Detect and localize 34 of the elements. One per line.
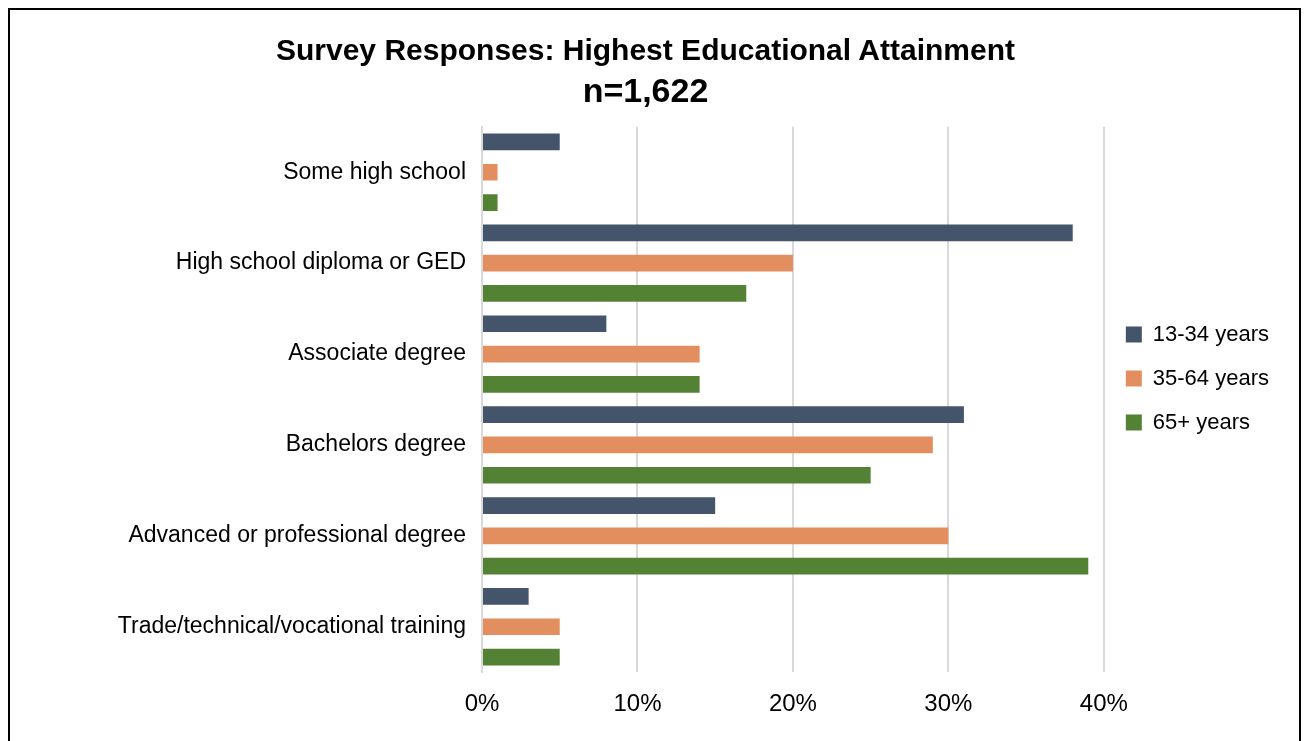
bar [483, 527, 949, 545]
bar [483, 254, 793, 272]
bar [483, 497, 716, 514]
bar [483, 406, 964, 423]
bar [483, 436, 933, 454]
x-tick-label: 20% [768, 689, 817, 717]
chart-subtitle: n=1,622 [582, 70, 709, 109]
chart-title: Survey Responses: Highest Educational Attainment [275, 33, 1016, 67]
bar [483, 588, 529, 605]
y-tick-label: High school diploma or GED [175, 248, 466, 275]
bar [483, 557, 1089, 575]
bar [483, 618, 560, 636]
x-tick-label: 10% [613, 689, 662, 717]
bar [483, 376, 700, 393]
y-tick-label: Associate degree [288, 339, 466, 366]
legend-label: 13-34 years [1152, 320, 1270, 346]
y-tick-label: Some high school [283, 157, 466, 184]
x-tick-label: 40% [1079, 689, 1128, 717]
legend-label: 35-64 years [1152, 364, 1270, 390]
bar [483, 133, 560, 151]
bar [483, 466, 871, 484]
x-tick-label: 0% [464, 689, 500, 717]
bar [483, 345, 700, 363]
legend-label: 65+ years [1152, 408, 1251, 434]
y-tick-label: Advanced or professional degree [128, 521, 466, 548]
bar [483, 285, 747, 302]
bar [483, 648, 560, 666]
bar [483, 315, 607, 333]
bar [483, 163, 498, 181]
y-tick-label: Bachelors degree [285, 430, 466, 457]
bar [483, 224, 1073, 242]
y-tick-label: Trade/technical/vocational training [117, 612, 466, 639]
x-tick-label: 30% [924, 689, 973, 717]
bar [483, 194, 498, 211]
